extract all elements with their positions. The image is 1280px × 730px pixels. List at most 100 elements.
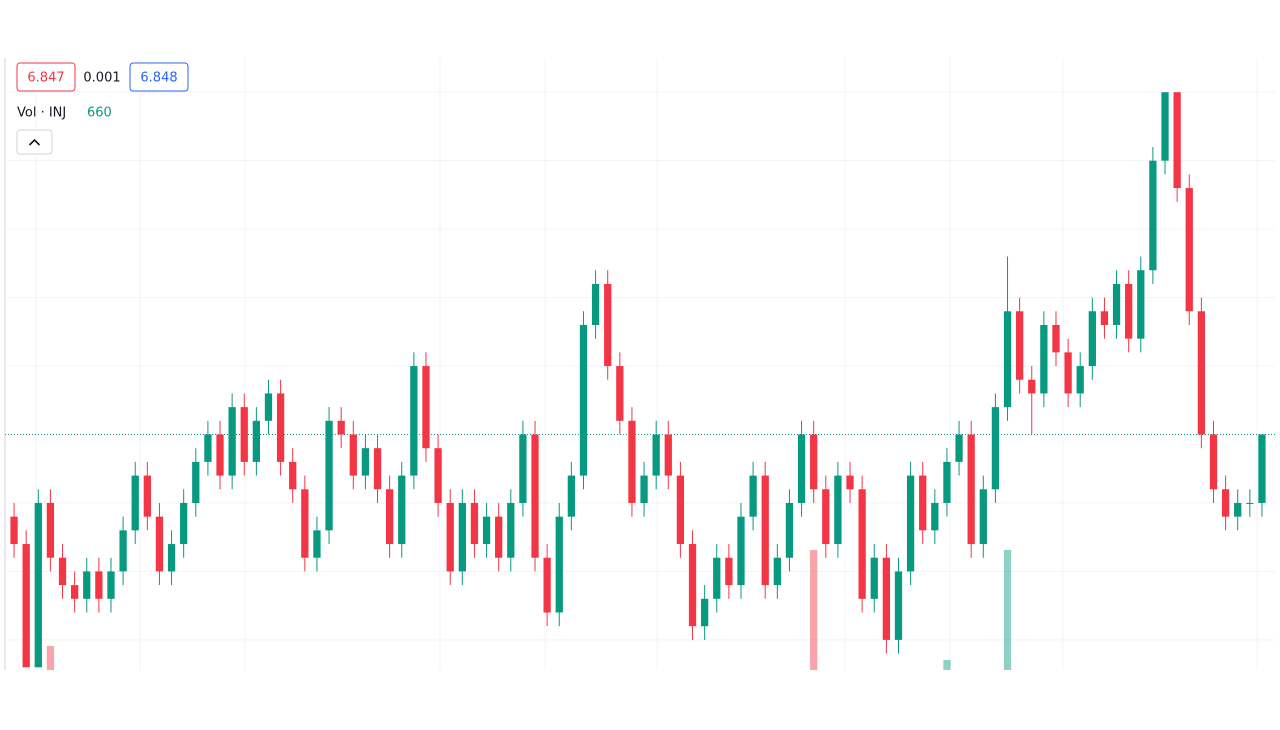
volume-bar [1077, 686, 1084, 700]
candle-body [931, 502, 939, 531]
candle-body [531, 434, 539, 558]
candle-body [155, 516, 164, 572]
candle-body [216, 434, 224, 476]
volume-bar [1198, 686, 1205, 700]
volume-bar [931, 686, 938, 700]
candle-body [1234, 502, 1242, 517]
candle-body [1088, 311, 1096, 367]
legend: 6.847 0.001 6.848 Vol · INJ 660 [16, 62, 189, 155]
candle-body [1076, 366, 1084, 394]
volume-bar [871, 686, 878, 700]
candle-body [870, 557, 878, 599]
candle-body [1125, 283, 1133, 339]
chevron-icon[interactable] [28, 138, 41, 146]
candle-body [119, 530, 127, 572]
plot-area [10, 92, 1266, 700]
volume-bar [483, 686, 490, 700]
button-frame[interactable] [16, 129, 53, 155]
volume-bar [107, 686, 114, 700]
volume-bar [10, 686, 17, 700]
volume-bar [241, 686, 248, 700]
candle-body [919, 475, 927, 531]
candle-body [652, 434, 660, 476]
volume-title: Vol · INJ [17, 106, 66, 121]
volume-bar [362, 686, 369, 700]
candle-body [567, 475, 575, 517]
volume-bar [35, 686, 42, 700]
candle-body [604, 283, 612, 367]
volume-bar [459, 686, 466, 700]
candle-body [1100, 311, 1109, 325]
candle-body [906, 475, 915, 572]
volume-bar [834, 686, 841, 700]
candle-body [83, 571, 91, 599]
volume-bar [786, 686, 793, 700]
spread: 0.001 [83, 71, 120, 86]
candle-body [1209, 434, 1218, 490]
candle-body [22, 544, 30, 668]
volume-bar [253, 686, 260, 700]
ask: 6.848 [140, 71, 177, 86]
volume-bar [749, 686, 756, 700]
candle-body [1258, 434, 1266, 503]
volume-bar [907, 686, 914, 700]
candle-body [337, 420, 345, 435]
candle-body [834, 475, 842, 545]
candle-body [313, 530, 321, 558]
volume-bar [325, 686, 332, 700]
candle-body [167, 544, 176, 572]
grid [4, 58, 1275, 670]
volume-bar [216, 686, 223, 700]
candle-body [71, 585, 79, 599]
volume-bar [1016, 686, 1023, 700]
candle-body [1064, 352, 1072, 394]
candle-body [616, 366, 624, 421]
volume-bar [471, 686, 478, 700]
volume-bar [119, 686, 126, 700]
candle-body [822, 489, 830, 545]
volume-bar [592, 686, 599, 700]
volume-bar [701, 686, 708, 700]
volume-bar [653, 686, 660, 700]
candle-body [846, 475, 854, 490]
volume-bar [556, 686, 563, 700]
candle-body [688, 544, 697, 627]
candle-body [991, 407, 1000, 490]
volume-bar [422, 686, 429, 700]
volume-bar [144, 686, 151, 700]
volume-bar [180, 686, 187, 700]
volume-bar [616, 686, 623, 700]
candle-body [470, 502, 479, 545]
candle-body [10, 516, 18, 545]
volume-bar [1149, 686, 1156, 700]
volume-bar [1258, 684, 1265, 700]
candle-body [555, 516, 563, 613]
volume-bar [1246, 686, 1253, 700]
volume-bar [1125, 686, 1132, 700]
volume-bar [1003, 550, 1012, 670]
candle-body [349, 434, 357, 476]
candle-body [1016, 311, 1024, 380]
candle-body [143, 475, 151, 517]
candle-body [579, 324, 588, 476]
candle-body [386, 489, 394, 545]
volume-bar [1234, 686, 1241, 700]
candle-body [204, 434, 212, 462]
candle-body [507, 502, 515, 558]
collapse-button[interactable] [16, 129, 53, 155]
ask-box [129, 62, 189, 92]
volume-bar [1113, 686, 1120, 700]
candle-body [58, 557, 67, 586]
candle-body [858, 489, 866, 599]
candle-body [34, 502, 42, 668]
volume-bar [204, 686, 211, 700]
candle-body [1028, 379, 1036, 394]
candle-body [422, 366, 430, 449]
candle-body [264, 393, 273, 421]
candle-body [761, 475, 769, 586]
volume-bar [846, 686, 853, 700]
volume-bar [434, 686, 441, 700]
candle-body [955, 434, 963, 462]
volume-bar [83, 686, 90, 700]
candle-body [434, 448, 442, 503]
